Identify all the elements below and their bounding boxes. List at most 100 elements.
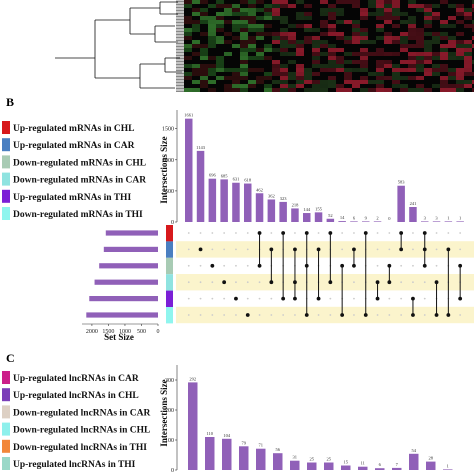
heatmap-cell	[464, 8, 472, 12]
heatmap-cell	[472, 28, 474, 32]
heatmap-cell	[296, 68, 304, 72]
heatmap-cell	[448, 84, 456, 88]
heatmap-cell	[392, 12, 400, 16]
heatmap-cell	[408, 76, 416, 80]
heatmap-cell	[408, 52, 416, 56]
heatmap-cell	[208, 20, 216, 24]
heatmap-cell	[296, 72, 304, 76]
heatmap-cell	[360, 8, 368, 12]
heatmap-cell	[360, 48, 368, 52]
heatmap-cell	[296, 80, 304, 84]
panel-b-matrix-empty-dot	[376, 248, 379, 251]
panel-c: C Up-regulated lncRNAs in CARUp-regulate…	[2, 351, 453, 474]
heatmap-cell	[208, 68, 216, 72]
heatmap-cell	[200, 48, 208, 52]
heatmap-cell	[280, 80, 288, 84]
heatmap-cell	[400, 88, 408, 92]
heatmap-cell	[216, 0, 224, 4]
heatmap-cell	[200, 44, 208, 48]
heatmap-cell	[344, 88, 352, 92]
heatmap-cell	[368, 80, 376, 84]
heatmap-cell	[432, 40, 440, 44]
heatmap-cell	[264, 48, 272, 52]
panel-c-bar	[256, 448, 266, 470]
heatmap-cell	[424, 8, 432, 12]
heatmap-cell	[288, 76, 296, 80]
heatmap-cell	[368, 52, 376, 56]
panel-b-matrix-dot	[340, 263, 345, 268]
heatmap-cell	[224, 52, 232, 56]
panel-b-bar	[432, 221, 441, 222]
heatmap-cell	[392, 76, 400, 80]
panel-c-bar-label: 71	[259, 443, 264, 448]
panel-b-matrix-dot	[257, 263, 262, 268]
heatmap-cell	[400, 76, 408, 80]
panel-c-legend-item-label: Up-regulated lncRNAs in CAR	[13, 374, 139, 384]
panel-b-matrix-dot	[363, 313, 368, 317]
heatmap-cell	[416, 36, 424, 40]
panel-c-legend-item-label: Up-regulated lncRNAs in THI	[13, 460, 136, 470]
heatmap-cell	[456, 4, 464, 8]
panel-b-bar	[196, 150, 205, 222]
heatmap-cell	[200, 80, 208, 84]
panel-b-legend-item-label: Down-regulated mRNAs in THI	[13, 210, 143, 220]
heatmap-cell	[472, 24, 474, 28]
panel-b-legend-item-swatch	[2, 189, 10, 203]
heatmap-cell	[424, 32, 432, 36]
heatmap-cell	[272, 72, 280, 76]
heatmap-cell	[328, 32, 336, 36]
heatmap-cell	[376, 24, 384, 28]
heatmap-cell	[424, 16, 432, 20]
heatmap-cell	[424, 44, 432, 48]
panel-b-legend-item-label: Down-regulated mRNAs in CAR	[13, 176, 146, 186]
panel-c-legend-item-swatch	[2, 439, 10, 453]
heatmap-cell	[344, 72, 352, 76]
heatmap-cell	[192, 80, 200, 84]
heatmap-cell	[440, 44, 448, 48]
heatmap-cell	[280, 28, 288, 32]
panel-b-bar	[350, 221, 358, 222]
heatmap-cell	[304, 24, 312, 28]
heatmap-cell	[248, 16, 256, 20]
heatmap-cell	[392, 84, 400, 88]
panel-b-matrix-empty-dot	[353, 232, 355, 234]
heatmap-cell	[320, 0, 328, 4]
panel-b-set-color-strip	[166, 225, 173, 242]
heatmap-cell	[408, 68, 416, 72]
panel-c-bar	[409, 453, 419, 470]
heatmap-cell	[368, 88, 376, 92]
heatmap-cell	[312, 36, 320, 40]
heatmap-cell	[400, 60, 408, 64]
panel-c-legend-item-swatch	[2, 371, 10, 384]
heatmap-cell	[336, 56, 344, 60]
heatmap-cell	[320, 88, 328, 92]
panel-b-matrix-dot	[458, 296, 463, 301]
panel-c-bar-label: 25	[310, 457, 315, 462]
heatmap-cell	[216, 68, 224, 72]
heatmap-cell	[216, 64, 224, 68]
heatmap-cell	[312, 40, 320, 44]
heatmap-cell	[384, 36, 392, 40]
panel-b-set-size-tick-label: 500	[137, 329, 146, 335]
heatmap-cell	[336, 60, 344, 64]
heatmap-cell	[296, 76, 304, 80]
heatmap-cell	[232, 68, 240, 72]
panel-b-matrix-empty-dot	[329, 314, 332, 316]
heatmap-cell	[232, 36, 240, 40]
heatmap-cell	[264, 24, 272, 28]
heatmap-cell	[424, 20, 432, 24]
heatmap-cell	[192, 72, 200, 76]
heatmap-cell	[208, 64, 216, 68]
panel-b-set-size-tick-label: 0	[157, 329, 160, 335]
panel-b-matrix-band	[176, 274, 474, 291]
panel-b-matrix-dot	[316, 296, 321, 301]
panel-b-set-size-bar	[105, 230, 158, 236]
panel-c-intersection-bars: 0 100 200 300 292 110 104 79 71 56 31 25 25 15 11 6 7 54 2…	[165, 365, 453, 474]
heatmap-cell	[376, 4, 384, 8]
panel-c-bar	[222, 438, 232, 470]
panel-b-set-size-bars: 2000 1500 1000 500 0	[82, 225, 173, 335]
heatmap-cell	[184, 32, 192, 36]
panel-b-bar	[185, 118, 193, 222]
heatmap-cell	[192, 44, 200, 48]
panel-b-matrix-empty-dot	[388, 297, 391, 300]
